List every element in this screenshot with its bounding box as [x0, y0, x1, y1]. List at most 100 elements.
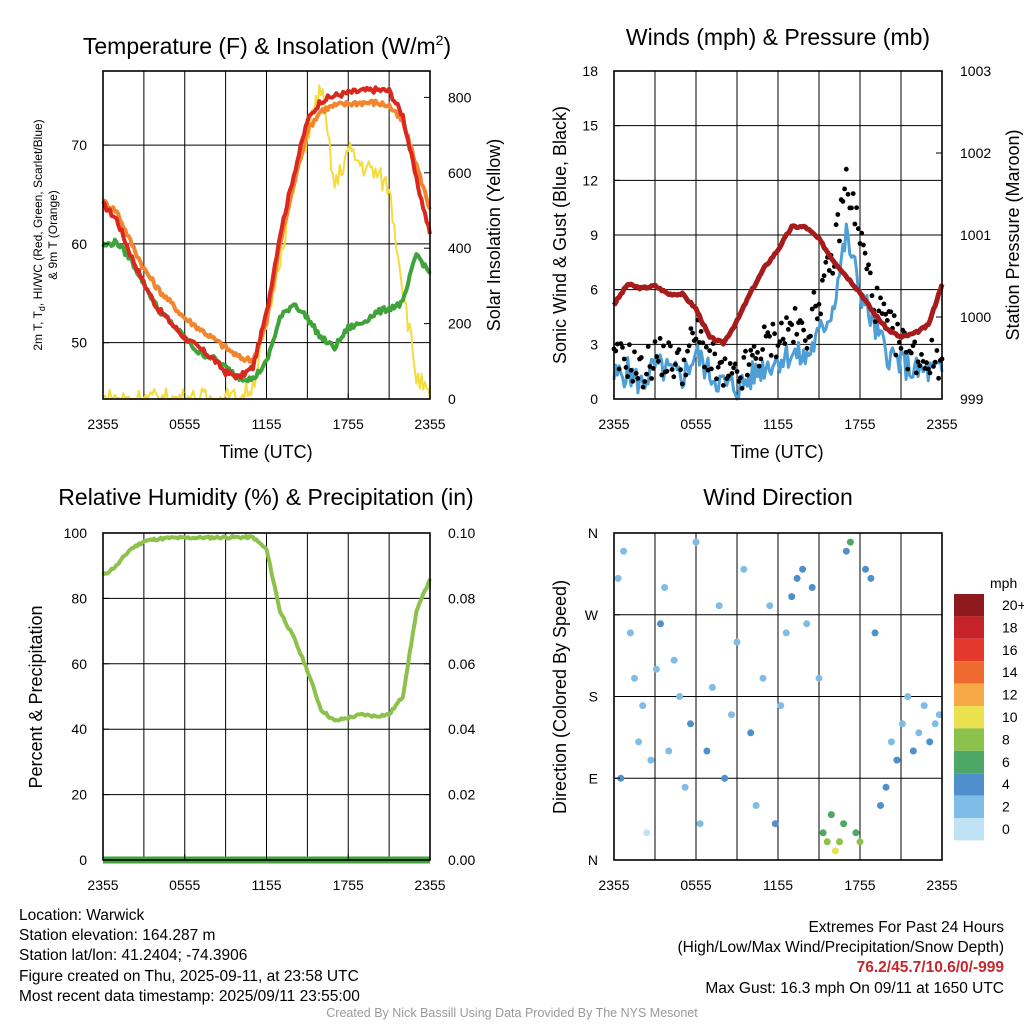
gust-point: [789, 322, 795, 328]
gust-point: [712, 351, 718, 357]
direction-point: [614, 574, 622, 582]
legend-label: 2: [1002, 799, 1010, 815]
gust-point: [912, 339, 918, 345]
precip-y2tick-label: 0.08: [448, 590, 475, 606]
gust-point: [808, 333, 813, 339]
gust-point: [895, 321, 900, 327]
gust-point: [685, 348, 690, 354]
direction-xtick-label: 2355: [598, 877, 629, 893]
gust-point: [768, 353, 774, 358]
gust-point: [791, 339, 796, 345]
legend-title: mph: [990, 575, 1017, 591]
gust-point: [936, 375, 941, 381]
gust-point: [849, 205, 854, 211]
gust-point: [751, 344, 757, 349]
gust-point: [688, 326, 694, 331]
gust-point: [681, 357, 687, 363]
direction-point: [915, 729, 923, 737]
direction-point: [728, 711, 735, 719]
pressure-y2tick-label: 1003: [960, 63, 991, 79]
direction-point: [721, 774, 729, 782]
direction-point: [819, 829, 827, 837]
gust-point: [668, 343, 673, 349]
gust-point: [678, 367, 683, 373]
wind-panel: Winds (mph) & Pressure (mb) 2355 0555 1155…: [550, 24, 1023, 462]
gust-point: [732, 361, 738, 367]
temperature-xtick-label: 1755: [333, 416, 364, 432]
gust-point: [818, 311, 824, 317]
gust-point: [707, 348, 713, 354]
gust-point: [679, 381, 685, 387]
series-station-pressure: [611, 223, 945, 347]
gust-point: [654, 354, 660, 360]
direction-point: [639, 702, 647, 710]
direction-point: [782, 629, 790, 637]
direction-point: [893, 756, 901, 764]
direction-point: [692, 538, 700, 546]
gust-point: [873, 319, 878, 325]
gust-point: [630, 378, 636, 384]
gust-point: [925, 366, 931, 372]
direction-point: [617, 774, 625, 782]
legend-label: 8: [1002, 731, 1010, 747]
gust-point: [729, 371, 735, 376]
gust-point: [642, 379, 648, 384]
direction-point: [665, 747, 673, 755]
series-9m-t: [101, 98, 432, 366]
direction-point: [687, 720, 694, 728]
gust-point: [864, 266, 870, 272]
gust-point: [883, 311, 888, 317]
gust-point: [715, 364, 721, 370]
series-2m-t: [101, 85, 432, 381]
gust-point: [731, 365, 736, 371]
series-solar-insolation: [102, 84, 431, 400]
direction-point: [898, 720, 906, 728]
direction-xtick-label: 0555: [680, 877, 711, 893]
wind-ytick-label: 15: [582, 118, 598, 134]
gust-point: [676, 347, 682, 353]
gust-point: [869, 293, 875, 299]
gust-point: [934, 348, 940, 353]
gust-point: [878, 295, 883, 301]
gust-point: [814, 316, 820, 322]
gust-point: [761, 324, 767, 330]
gust-point: [780, 336, 786, 342]
humidity-ytick-label: 60: [71, 656, 87, 672]
gust-point: [758, 356, 764, 362]
legend-swatch: [954, 638, 984, 662]
gust-point: [823, 259, 829, 265]
gust-point: [929, 337, 935, 343]
direction-point: [703, 747, 711, 755]
gust-point: [785, 327, 791, 332]
gust-point: [919, 352, 924, 357]
direction-point: [877, 802, 884, 809]
wind-ytick-label: 3: [590, 336, 598, 352]
pressure-y2tick-label: 1002: [960, 145, 991, 161]
gust-point: [669, 367, 675, 372]
direction-point: [708, 683, 716, 691]
direction-point: [799, 565, 807, 573]
gust-point: [893, 352, 899, 358]
gust-point: [698, 329, 704, 334]
legend-label: 16: [1002, 642, 1018, 658]
direction-point: [852, 829, 860, 837]
direction-point: [793, 574, 801, 582]
wind-ytick-label: 0: [590, 391, 598, 407]
direction-point: [657, 620, 664, 628]
direction-point: [777, 702, 785, 710]
direction-point: [788, 593, 796, 601]
gust-point: [638, 355, 644, 360]
gust-point: [932, 359, 938, 365]
direction-point: [831, 847, 839, 855]
direction-point: [803, 620, 811, 628]
gust-point: [755, 350, 760, 355]
direction-points: [614, 538, 943, 855]
legend-swatch: [954, 661, 984, 684]
gust-point: [633, 371, 639, 376]
gust-point: [650, 366, 656, 371]
gust-point: [840, 199, 846, 204]
gust-point: [862, 250, 868, 256]
direction-point: [867, 574, 875, 582]
temperature-xtick-label: 0555: [169, 416, 200, 432]
